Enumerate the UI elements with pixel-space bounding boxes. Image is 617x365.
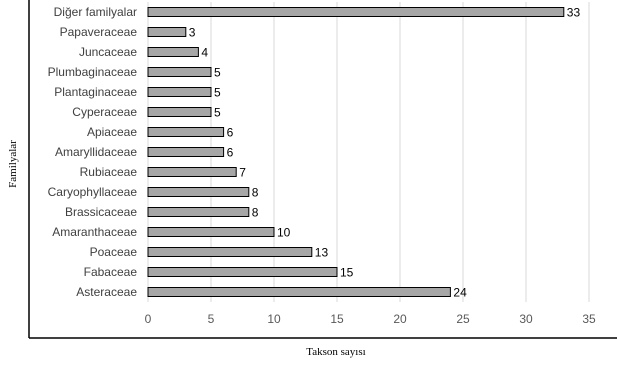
x-tick-label: 10 (267, 312, 281, 326)
bar (147, 127, 225, 137)
x-tick-label: 5 (208, 312, 215, 326)
y-axis-title: Familyalar (7, 140, 19, 188)
category-label: Fabaceae (84, 265, 138, 279)
category-label: Brassicaceae (65, 205, 137, 219)
value-label: 5 (214, 106, 221, 120)
value-label: 5 (214, 86, 221, 100)
bar (147, 27, 187, 37)
value-label: 7 (239, 166, 246, 180)
value-label: 6 (227, 146, 234, 160)
category-label: Asteraceae (76, 285, 137, 299)
bars (147, 7, 565, 297)
bar (147, 147, 225, 157)
category-label: Papaveraceae (60, 25, 138, 39)
category-label: Poaceae (90, 245, 138, 259)
category-label: Cyperaceae (72, 105, 137, 119)
value-label: 6 (227, 126, 234, 140)
bar (147, 207, 250, 217)
value-label: 8 (252, 206, 259, 220)
value-label: 4 (201, 46, 208, 60)
category-label: Plumbaginaceae (48, 65, 138, 79)
category-label: Juncaceae (79, 45, 137, 59)
x-tick-label: 35 (582, 312, 596, 326)
category-label: Rubiaceae (80, 165, 138, 179)
bar (147, 7, 565, 17)
gridlines (147, 2, 590, 302)
category-label: Amaranthaceae (52, 225, 137, 239)
value-label: 3 (189, 26, 196, 40)
bar (147, 227, 275, 237)
category-label: Plantaginaceae (54, 85, 137, 99)
x-tick-label: 0 (145, 312, 152, 326)
bar (147, 167, 237, 177)
value-label: 24 (453, 286, 467, 300)
bar (147, 47, 199, 57)
x-tick-labels: 0 5 10 15 20 25 30 35 (145, 312, 596, 326)
category-label: Caryophyllaceae (48, 185, 138, 199)
category-label: Apiaceae (87, 125, 137, 139)
x-axis-title: Takson sayısı (306, 346, 365, 358)
category-label: Amaryllidaceae (55, 145, 137, 159)
value-label: 10 (277, 226, 291, 240)
bar (147, 67, 212, 77)
bar (147, 107, 212, 117)
category-label: Diğer familyalar (54, 5, 137, 19)
value-label: 15 (340, 266, 354, 280)
bar (147, 287, 451, 297)
category-labels: Diğer familyalar Papaveraceae Juncaceae Plu… (48, 5, 138, 299)
value-label: 13 (315, 246, 329, 260)
bar (147, 267, 338, 277)
bar (147, 87, 212, 97)
x-tick-label: 25 (456, 312, 470, 326)
value-label: 8 (252, 186, 259, 200)
bar (147, 187, 250, 197)
value-label: 5 (214, 66, 221, 80)
value-label: 33 (567, 6, 581, 20)
x-tick-label: 30 (519, 312, 533, 326)
x-tick-label: 20 (393, 312, 407, 326)
x-tick-label: 15 (330, 312, 344, 326)
bar (147, 247, 313, 257)
